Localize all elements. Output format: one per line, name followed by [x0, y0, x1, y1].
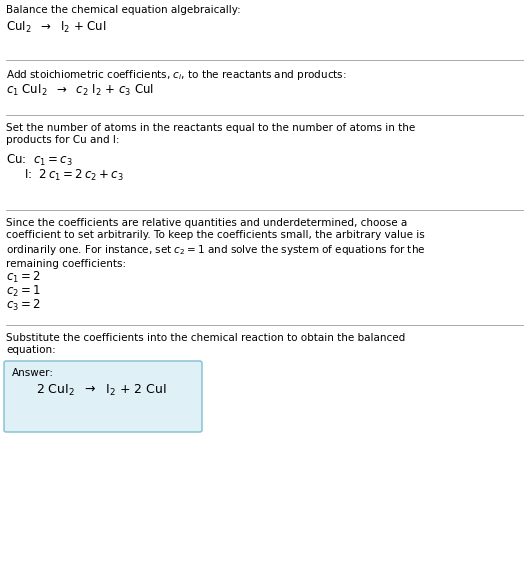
- Text: ordinarily one. For instance, set $c_2 = 1$ and solve the system of equations fo: ordinarily one. For instance, set $c_2 =…: [6, 243, 425, 269]
- Text: Since the coefficients are relative quantities and underdetermined, choose a
coe: Since the coefficients are relative quan…: [6, 218, 425, 240]
- Text: $c_3 = 2$: $c_3 = 2$: [6, 298, 41, 313]
- Text: Add stoichiometric coefficients, $c_i$, to the reactants and products:: Add stoichiometric coefficients, $c_i$, …: [6, 68, 346, 82]
- FancyBboxPatch shape: [4, 361, 202, 432]
- Text: Set the number of atoms in the reactants equal to the number of atoms in the
pro: Set the number of atoms in the reactants…: [6, 123, 415, 145]
- Text: Substitute the coefficients into the chemical reaction to obtain the balanced
eq: Substitute the coefficients into the che…: [6, 333, 405, 354]
- Text: I:  $2\,c_1 = 2\,c_2 + c_3$: I: $2\,c_1 = 2\,c_2 + c_3$: [24, 168, 124, 183]
- Text: $c_1 = 2$: $c_1 = 2$: [6, 270, 41, 285]
- Text: 2 CuI$_2$  $\rightarrow$  I$_2$ + 2 CuI: 2 CuI$_2$ $\rightarrow$ I$_2$ + 2 CuI: [36, 383, 167, 398]
- Text: Balance the chemical equation algebraically:: Balance the chemical equation algebraica…: [6, 5, 241, 15]
- Text: $c_1$ CuI$_2$  $\rightarrow$  $c_2$ I$_2$ + $c_3$ CuI: $c_1$ CuI$_2$ $\rightarrow$ $c_2$ I$_2$ …: [6, 83, 154, 98]
- Text: $c_2 = 1$: $c_2 = 1$: [6, 284, 41, 299]
- Text: Cu:  $c_1 = c_3$: Cu: $c_1 = c_3$: [6, 153, 72, 168]
- Text: Answer:: Answer:: [12, 368, 54, 378]
- Text: CuI$_2$  $\rightarrow$  I$_2$ + CuI: CuI$_2$ $\rightarrow$ I$_2$ + CuI: [6, 20, 106, 35]
